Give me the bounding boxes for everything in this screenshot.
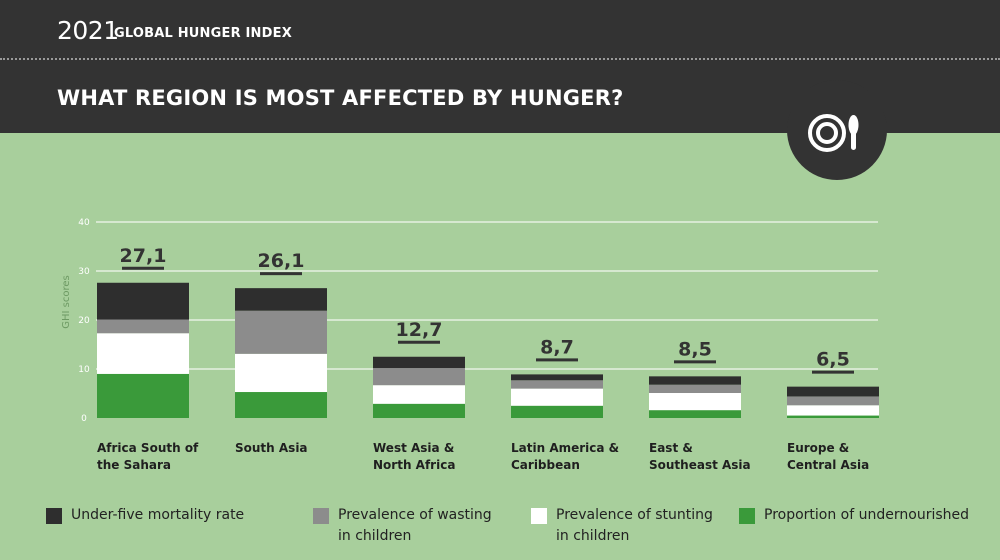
legend-label-line: Under-five mortality rate — [71, 507, 245, 523]
bar-segment — [373, 385, 465, 404]
bar-segment — [787, 405, 879, 416]
x-category-label: Europe & — [787, 441, 849, 455]
bar-total-underline — [812, 370, 854, 374]
bar-segment — [373, 368, 465, 386]
legend-label: Prevalence of wasting in children — [338, 505, 492, 547]
bar-segment — [787, 415, 879, 418]
bar-total-label: 8,5 — [678, 338, 712, 360]
legend-label-line: Prevalence of stunting — [556, 507, 713, 523]
report-brand: GLOBAL HUNGER INDEX — [114, 26, 292, 41]
x-category-label: Central Asia — [787, 458, 869, 472]
bar-segment — [649, 376, 741, 385]
legend-label-line: in children — [338, 528, 412, 544]
dotted-divider — [0, 58, 1000, 64]
bar-segment — [649, 393, 741, 411]
bar-total-label: 27,1 — [120, 245, 167, 267]
bar-segment — [373, 403, 465, 418]
bar-total-label: 26,1 — [258, 250, 305, 272]
legend-label: Proportion of undernourished — [764, 505, 969, 526]
legend-swatch — [313, 508, 329, 524]
legend-label-line: Proportion of undernourished — [764, 507, 970, 523]
y-tick-label: 20 — [78, 316, 90, 326]
bar-segment — [235, 310, 327, 354]
plate-fork-icon — [787, 80, 887, 180]
ghi-stacked-bar-chart: 0 10 20 30 40 GHI scores 27,1 Africa South of th… — [61, 218, 879, 472]
bar-total-underline — [398, 340, 440, 344]
bar-segment — [235, 392, 327, 418]
legend-swatch — [531, 508, 547, 524]
header-band: 2021 GLOBAL HUNGER INDEX WHAT REGION IS … — [0, 0, 1000, 133]
bar-segment — [373, 356, 465, 369]
bar-segment — [97, 333, 189, 374]
bar-total-underline — [536, 358, 578, 362]
y-tick-label: 0 — [81, 414, 87, 424]
bar-segment — [649, 410, 741, 418]
bar-total-label: 8,7 — [540, 336, 574, 358]
x-category-label: North Africa — [373, 458, 455, 472]
bar-segment — [97, 373, 189, 418]
bar-segment — [511, 374, 603, 381]
bar-segment — [97, 319, 189, 334]
bar-total-underline — [122, 266, 164, 270]
bar-total-underline — [260, 272, 302, 276]
bar-total-underline — [674, 360, 716, 364]
chart-legend: Under-five mortality rate Prevalence of w… — [0, 505, 1000, 555]
x-category-label: East & — [649, 441, 693, 455]
bar-segment — [235, 288, 327, 311]
bar-segment — [235, 353, 327, 393]
legend-swatch — [739, 508, 755, 524]
report-year: 2021 — [57, 16, 119, 45]
legend-swatch — [46, 508, 62, 524]
x-category-label: Latin America & — [511, 441, 619, 455]
legend-item: Prevalence of stunting in children — [531, 505, 713, 547]
legend-label-line: in children — [556, 528, 630, 544]
legend-label: Prevalence of stunting in children — [556, 505, 713, 547]
legend-item: Prevalence of wasting in children — [313, 505, 492, 547]
y-tick-label: 10 — [78, 365, 90, 375]
legend-label-line: Prevalence of wasting — [338, 507, 492, 523]
x-category-label: South Asia — [235, 441, 308, 455]
page-title: WHAT REGION IS MOST AFFECTED BY HUNGER? — [57, 86, 624, 110]
y-axis-label: GHI scores — [61, 275, 72, 328]
x-category-label: the Sahara — [97, 458, 171, 472]
bar-segment — [649, 384, 741, 394]
legend-item: Under-five mortality rate — [46, 505, 244, 526]
x-category-label: Southeast Asia — [649, 458, 751, 472]
legend-item: Proportion of undernourished — [739, 505, 969, 526]
x-category-label: Caribbean — [511, 458, 580, 472]
bar-segment — [787, 386, 879, 397]
x-category-label: Africa South of — [97, 441, 199, 455]
x-category-label: West Asia & — [373, 441, 454, 455]
bar-segment — [511, 388, 603, 406]
bar-total-label: 12,7 — [396, 319, 443, 341]
bar-segment — [511, 380, 603, 389]
bar-segment — [97, 282, 189, 320]
bar-segment — [511, 405, 603, 418]
y-tick-label: 40 — [78, 218, 90, 228]
bar-total-label: 6,5 — [816, 349, 850, 371]
bar-segment — [787, 396, 879, 406]
legend-label: Under-five mortality rate — [71, 505, 244, 526]
y-tick-label: 30 — [78, 267, 90, 277]
